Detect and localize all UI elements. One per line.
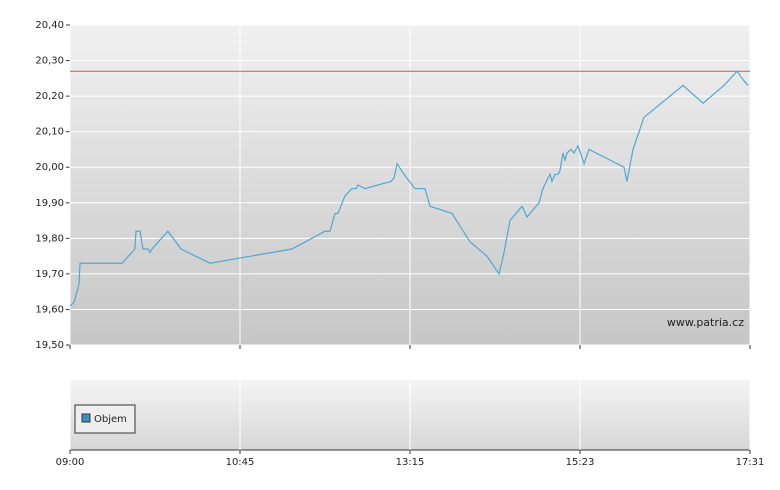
x-tick-label: 17:31 [736, 457, 765, 468]
y-tick-label: 19,50 [35, 340, 64, 351]
y-tick-label: 19,80 [35, 233, 64, 244]
y-tick-label: 20,10 [35, 127, 64, 138]
x-tick-label: 13:15 [396, 457, 425, 468]
price-line [69, 70, 749, 307]
y-tick-label: 19,70 [35, 269, 64, 280]
watermark: www.patria.cz [667, 316, 744, 329]
y-tick-label: 20,40 [35, 20, 64, 31]
x-tick-label: 15:23 [566, 457, 595, 468]
y-tick-label: 20,20 [35, 91, 64, 102]
y-tick-label: 20,00 [35, 162, 64, 173]
y-tick-label: 19,90 [35, 198, 64, 209]
legend-box [74, 404, 136, 434]
legend-swatch [81, 413, 91, 423]
y-tick-label: 19,60 [35, 304, 64, 315]
x-tick-label: 09:00 [56, 457, 85, 468]
x-tick-label: 10:45 [226, 457, 255, 468]
y-tick-label: 20,30 [35, 56, 64, 67]
legend-label: Objem [94, 414, 127, 425]
